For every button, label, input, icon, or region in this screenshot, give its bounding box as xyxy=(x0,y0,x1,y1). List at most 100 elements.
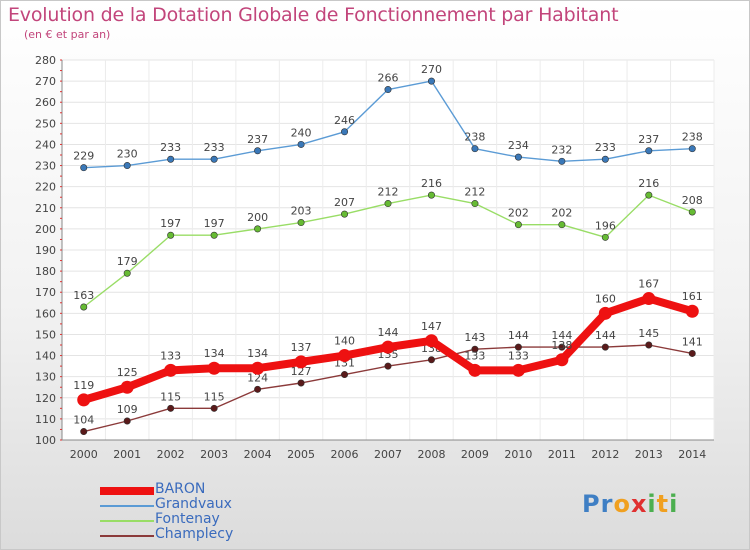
data-point-fontenay xyxy=(688,208,696,216)
data-point-fontenay xyxy=(427,191,435,199)
data-label-baron: 147 xyxy=(421,320,442,333)
data-point-grandvaux xyxy=(601,155,609,163)
data-point-grandvaux xyxy=(297,140,305,148)
y-tick-label: 170 xyxy=(35,286,56,299)
data-label-baron: 133 xyxy=(508,349,529,362)
data-label-grandvaux: 232 xyxy=(551,143,572,156)
y-tick-label: 270 xyxy=(35,75,56,88)
data-label-baron: 161 xyxy=(682,290,703,303)
data-label-fontenay: 202 xyxy=(551,207,572,220)
y-tick-label: 140 xyxy=(35,350,56,363)
data-point-champlecy xyxy=(123,417,131,425)
x-tick-label: 2010 xyxy=(504,448,532,461)
data-label-champlecy: 143 xyxy=(464,331,485,344)
data-label-baron: 144 xyxy=(378,326,399,339)
y-tick-label: 150 xyxy=(35,328,56,341)
data-label-fontenay: 207 xyxy=(334,196,355,209)
data-point-fontenay xyxy=(384,200,392,208)
data-point-champlecy xyxy=(297,379,305,387)
data-point-grandvaux xyxy=(123,162,131,170)
legend-item-baron: BARON xyxy=(100,481,300,498)
data-point-fontenay xyxy=(123,269,131,277)
data-point-fontenay xyxy=(80,303,88,311)
data-point-champlecy xyxy=(254,385,262,393)
data-point-baron xyxy=(294,355,308,369)
y-tick-label: 190 xyxy=(35,244,56,257)
y-tick-label: 100 xyxy=(35,434,56,447)
data-label-champlecy: 141 xyxy=(682,335,703,348)
data-label-fontenay: 196 xyxy=(595,219,616,232)
data-label-fontenay: 216 xyxy=(421,177,442,190)
data-point-baron xyxy=(207,361,221,375)
x-tick-label: 2004 xyxy=(244,448,272,461)
data-label-champlecy: 145 xyxy=(638,327,659,340)
data-label-fontenay: 163 xyxy=(73,289,94,302)
proxiti-logo: Proxiti xyxy=(582,490,678,518)
x-tick-label: 2014 xyxy=(678,448,706,461)
logo-letter: P xyxy=(582,490,601,518)
legend-label: Champlecy xyxy=(155,526,234,542)
data-point-baron xyxy=(77,393,91,407)
data-point-grandvaux xyxy=(341,128,349,136)
data-label-champlecy: 115 xyxy=(204,390,225,403)
y-tick-label: 180 xyxy=(35,265,56,278)
y-tick-label: 210 xyxy=(35,202,56,215)
data-point-baron xyxy=(511,363,525,377)
legend-swatch xyxy=(100,505,154,507)
data-label-baron: 134 xyxy=(204,347,225,360)
data-label-baron: 125 xyxy=(117,366,138,379)
y-tick-label: 110 xyxy=(35,413,56,426)
data-point-champlecy xyxy=(471,345,479,353)
data-point-baron xyxy=(164,363,178,377)
data-point-grandvaux xyxy=(80,164,88,172)
legend-item-champlecy: Champlecy xyxy=(100,526,300,543)
data-label-grandvaux: 246 xyxy=(334,114,355,127)
data-point-champlecy xyxy=(341,371,349,379)
data-label-baron: 119 xyxy=(73,379,94,392)
data-label-grandvaux: 240 xyxy=(291,126,312,139)
data-label-champlecy: 127 xyxy=(291,365,312,378)
logo-letter: x xyxy=(630,490,648,518)
legend-label: Fontenay xyxy=(155,511,220,527)
data-label-grandvaux: 238 xyxy=(682,131,703,144)
data-point-grandvaux xyxy=(514,153,522,161)
data-point-fontenay xyxy=(341,210,349,218)
legend-swatch xyxy=(100,520,154,522)
data-point-fontenay xyxy=(601,233,609,241)
x-tick-label: 2011 xyxy=(548,448,576,461)
data-point-champlecy xyxy=(558,343,566,351)
data-label-champlecy: 144 xyxy=(508,329,529,342)
data-point-champlecy xyxy=(688,349,696,357)
legend-label: BARON xyxy=(155,481,206,497)
data-label-grandvaux: 270 xyxy=(421,63,442,76)
chart-subtitle: (en € et par an) xyxy=(24,28,111,41)
logo-letter: o xyxy=(613,490,631,518)
y-tick-label: 260 xyxy=(35,96,56,109)
y-tick-label: 230 xyxy=(35,160,56,173)
y-tick-label: 200 xyxy=(35,223,56,236)
y-tick-label: 240 xyxy=(35,138,56,151)
data-point-grandvaux xyxy=(645,147,653,155)
data-label-grandvaux: 230 xyxy=(117,148,138,161)
data-point-fontenay xyxy=(210,231,218,239)
data-point-baron xyxy=(598,306,612,320)
data-point-grandvaux xyxy=(688,145,696,153)
data-point-fontenay xyxy=(514,221,522,229)
logo-letter: i xyxy=(669,490,679,518)
data-point-champlecy xyxy=(210,404,218,412)
y-tick-label: 120 xyxy=(35,392,56,405)
x-tick-label: 2005 xyxy=(287,448,315,461)
data-label-champlecy: 104 xyxy=(73,414,94,427)
x-tick-label: 2002 xyxy=(157,448,185,461)
data-point-grandvaux xyxy=(254,147,262,155)
data-point-fontenay xyxy=(167,231,175,239)
x-tick-label: 2006 xyxy=(331,448,359,461)
data-label-fontenay: 197 xyxy=(204,217,225,230)
y-tick-label: 220 xyxy=(35,181,56,194)
data-point-grandvaux xyxy=(384,86,392,94)
data-point-grandvaux xyxy=(210,155,218,163)
x-tick-label: 2008 xyxy=(417,448,445,461)
data-point-grandvaux xyxy=(427,77,435,85)
data-point-baron xyxy=(251,361,265,375)
